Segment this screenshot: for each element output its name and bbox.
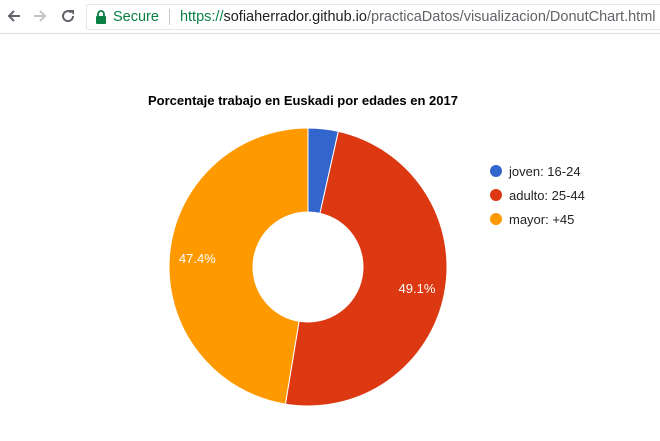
arrow-right-icon	[34, 10, 47, 22]
browser-toolbar: Secure https://sofiaherrador.github.io/p…	[0, 0, 660, 34]
omnibox-divider	[168, 9, 170, 25]
donut-chart: Porcentaje trabajo en Euskadi por edades…	[0, 34, 660, 441]
lock-icon	[95, 10, 107, 24]
donut-slice[interactable]	[168, 127, 309, 405]
reload-button[interactable]	[58, 6, 78, 26]
chart-legend: joven: 16-24 adulto: 25-44 mayor: +45	[490, 159, 585, 231]
legend-label: joven: 16-24	[509, 163, 581, 179]
arrow-left-icon	[7, 10, 20, 22]
legend-label: mayor: +45	[509, 211, 575, 227]
legend-swatch	[490, 189, 502, 201]
donut-slice[interactable]	[284, 130, 448, 407]
legend-item-joven[interactable]: joven: 16-24	[490, 159, 585, 183]
address-bar[interactable]: Secure https://sofiaherrador.github.io/p…	[86, 4, 660, 30]
slice-label: 49.1%	[399, 281, 436, 296]
url-scheme: https://	[179, 9, 224, 25]
chart-title: Porcentaje trabajo en Euskadi por edades…	[148, 93, 458, 108]
legend-item-adulto[interactable]: adulto: 25-44	[490, 183, 585, 207]
back-button[interactable]	[4, 6, 24, 26]
legend-swatch	[490, 213, 502, 225]
forward-button[interactable]	[30, 6, 50, 26]
secure-label: Secure	[113, 9, 159, 25]
donut-svg: 49.1% 47.4%	[168, 127, 448, 407]
url-path: /practicaDatos/visualizacion/DonutChart.…	[366, 9, 656, 25]
url-host: sofiaherrador.github.io	[223, 9, 367, 25]
legend-item-mayor[interactable]: mayor: +45	[490, 207, 585, 231]
legend-label: adulto: 25-44	[509, 187, 585, 203]
reload-icon	[62, 10, 75, 23]
slice-label: 47.4%	[179, 251, 216, 266]
legend-swatch	[490, 165, 502, 177]
